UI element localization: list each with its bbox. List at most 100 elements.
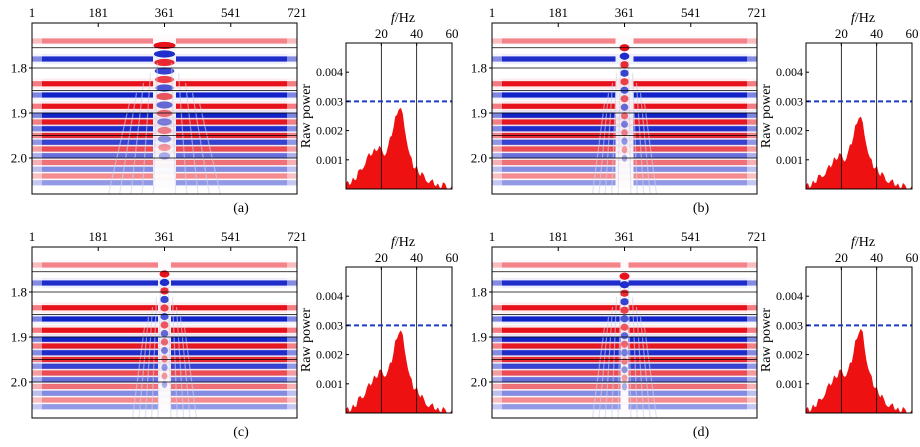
reflector-band (628, 383, 757, 390)
diffraction-tail (177, 72, 188, 194)
diffraction-tail (107, 102, 131, 194)
reflector-band (492, 112, 616, 118)
time-tick-label: 1.8 (11, 285, 27, 300)
trace-tick-label: 181 (89, 5, 109, 20)
reflector-band (628, 316, 757, 322)
anomaly-blob (621, 146, 628, 154)
trace-tick-label: 541 (221, 229, 241, 244)
panel-c: 1 181 361 541 721 1.8 1.9 2.0 (c) 20 40 60 f/Hz 0.001… (0, 224, 460, 442)
trace-tick-label: 721 (287, 229, 307, 244)
seismic-section (492, 247, 757, 418)
diffraction-tail (635, 82, 645, 194)
reflector-band (492, 146, 616, 152)
reflector-band (171, 336, 297, 342)
reflector-band (171, 280, 297, 286)
reflector-band (492, 404, 621, 410)
reflector-band (633, 166, 757, 172)
reflector-band (492, 166, 616, 172)
anomaly-blob (157, 126, 172, 135)
time-tick-label: 2.0 (11, 375, 27, 390)
reflector-band (628, 377, 757, 383)
reflector-band (176, 159, 297, 166)
reflector-band (32, 56, 153, 62)
diffraction-tail (183, 326, 198, 418)
anomaly-blob (620, 298, 629, 306)
reflector-band (171, 404, 297, 410)
diffraction-tail (627, 286, 632, 418)
reflector-halo (32, 78, 297, 89)
freq-tick-label: 60 (906, 250, 919, 265)
reflector-band (492, 81, 616, 87)
panel-caption: (b) (693, 201, 710, 216)
power-tick-label: 0.003 (776, 94, 803, 108)
reflector-band (176, 81, 297, 87)
anomaly-blob (621, 349, 628, 357)
anomaly-blob (620, 69, 629, 77)
anomaly-blob (160, 295, 169, 304)
reflector-band (176, 56, 297, 62)
freq-axis-label: f/Hz (851, 11, 875, 26)
reflector-band (492, 336, 621, 342)
time-tick-label: 1.9 (471, 330, 487, 345)
anomaly-blob (620, 306, 629, 314)
anomaly-blob (619, 272, 630, 280)
seismic-section (32, 23, 297, 194)
anomaly-blob (620, 332, 629, 340)
reflector-band (633, 92, 757, 98)
diffraction-tail (179, 316, 191, 418)
reflector-band (492, 38, 616, 44)
reflector-band (633, 56, 757, 62)
reflector-band (171, 305, 297, 311)
power-tick-label: 0.003 (776, 318, 803, 332)
reflector-band (628, 390, 757, 396)
anomaly-blob (621, 374, 628, 382)
trace-tick-label: 361 (615, 5, 635, 20)
diffraction-tail (643, 326, 658, 418)
panel-b: 1 181 361 541 721 1.8 1.9 2.0 (b) 20 40 60 f/Hz 0.001… (460, 0, 920, 218)
reflector-band (171, 327, 297, 333)
time-tick-label: 2.0 (471, 151, 487, 166)
panel-caption: (c) (233, 425, 249, 440)
panel-b-figure: 1 181 361 541 721 1.8 1.9 2.0 (b) 20 40 60 f/Hz 0.001… (471, 5, 919, 216)
reflector-band (628, 262, 757, 268)
power-tick-label: 0.001 (316, 153, 343, 167)
panel-a: 1 181 361 541 721 1.8 1.9 2.0 (a) 20 40 60 f/Hz 0.001… (0, 0, 460, 218)
reflector-band (171, 363, 297, 369)
reflector-band (492, 153, 616, 159)
reflector-band (176, 166, 297, 172)
reflector-halo (492, 123, 757, 134)
diffraction-tail (604, 82, 614, 194)
reflector-band (176, 119, 297, 125)
diffraction-tail (157, 286, 162, 418)
trace-tick-label: 721 (747, 5, 767, 20)
trace-tick-label: 361 (155, 229, 175, 244)
anomaly-blob (159, 278, 170, 287)
reflector-band (492, 280, 621, 286)
anomaly-blob (621, 129, 628, 137)
anomaly-blob (160, 321, 169, 329)
power-axis-label: Raw power (299, 308, 314, 372)
reflector-band (171, 390, 297, 396)
reflector-band (628, 343, 757, 349)
anomaly-blob (620, 78, 629, 86)
power-tick-label: 0.003 (316, 94, 343, 108)
reflector-band (633, 103, 757, 109)
spectrum-frame (805, 42, 913, 190)
reflector-band (176, 180, 297, 186)
trace-tick-label: 1 (29, 5, 36, 20)
reflector-band (32, 92, 153, 98)
reflector-halo (32, 402, 297, 412)
time-tick-label: 2.0 (11, 151, 27, 166)
panel-caption: (a) (233, 201, 249, 216)
time-tick-label: 1.9 (11, 106, 27, 121)
reflector-band (492, 397, 621, 403)
reflector-band (171, 316, 297, 322)
diffraction-tail (141, 72, 152, 194)
trace-tick-label: 181 (89, 229, 109, 244)
reflector-band (492, 92, 616, 98)
freq-tick-label: 20 (835, 250, 848, 265)
reflector-band (32, 103, 153, 109)
reflector-band (32, 262, 158, 268)
diffraction-tail (591, 326, 606, 418)
reflector-halo (32, 361, 297, 372)
